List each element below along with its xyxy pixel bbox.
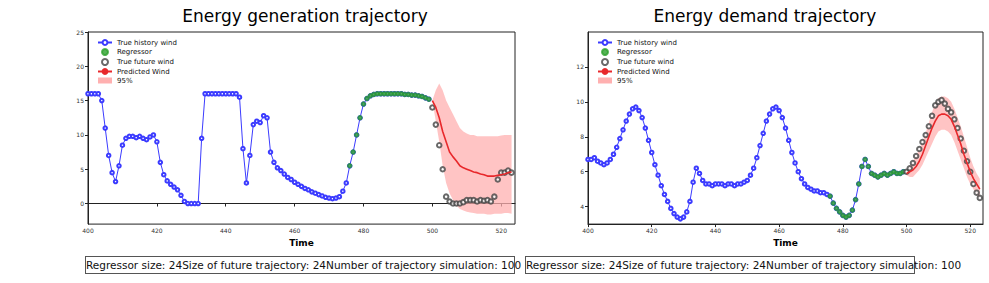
svg-text:True future wind: True future wind	[616, 58, 674, 66]
svg-text:Energy demand trajectory: Energy demand trajectory	[654, 6, 877, 26]
svg-text:True history wind: True history wind	[616, 39, 677, 47]
svg-text:Predicted Wind: Predicted Wind	[617, 68, 670, 76]
svg-text:8: 8	[580, 133, 584, 140]
svg-text:95%: 95%	[117, 77, 133, 85]
svg-text:500: 500	[901, 227, 913, 234]
svg-text:Energy generation trajectory: Energy generation trajectory	[182, 6, 428, 26]
svg-text:460: 460	[289, 227, 301, 234]
svg-text:12: 12	[576, 63, 584, 70]
svg-text:500: 500	[427, 227, 439, 234]
svg-text:5: 5	[80, 166, 84, 173]
svg-text:20: 20	[76, 63, 84, 70]
svg-text:460: 460	[773, 227, 785, 234]
svg-text:4: 4	[580, 203, 584, 210]
svg-text:Regressor: Regressor	[117, 48, 152, 56]
svg-text:95%: 95%	[617, 77, 633, 85]
svg-text:480: 480	[358, 227, 370, 234]
svg-text:420: 420	[151, 227, 163, 234]
svg-text:True future wind: True future wind	[116, 58, 174, 66]
svg-text:Regressor: Regressor	[617, 48, 652, 56]
svg-text:10: 10	[576, 98, 584, 105]
svg-text:6: 6	[580, 168, 584, 175]
svg-text:15: 15	[76, 97, 84, 104]
svg-text:25: 25	[76, 29, 84, 36]
svg-text:10: 10	[76, 131, 84, 138]
svg-text:0: 0	[80, 200, 84, 207]
svg-text:400: 400	[582, 227, 594, 234]
svg-text:520: 520	[965, 227, 977, 234]
svg-text:Time: Time	[289, 238, 314, 248]
svg-text:420: 420	[646, 227, 658, 234]
svg-text:400: 400	[82, 227, 94, 234]
html-text:Regressor size: 24 Size of fut: Regressor size: 24 Size of future trajec…	[86, 259, 962, 271]
svg-text:Time: Time	[773, 238, 798, 248]
svg-text:Predicted Wind: Predicted Wind	[117, 68, 170, 76]
svg-text:520: 520	[495, 227, 507, 234]
svg-text:440: 440	[710, 227, 722, 234]
svg-text:480: 480	[837, 227, 849, 234]
svg-text:True history wind: True history wind	[116, 39, 177, 47]
svg-text:440: 440	[220, 227, 232, 234]
